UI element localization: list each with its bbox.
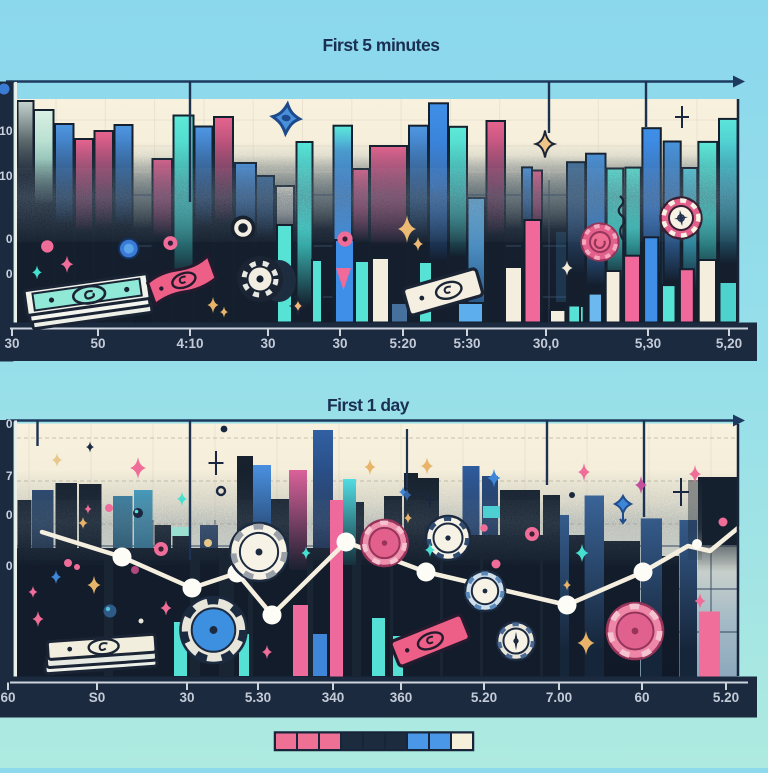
- svg-text:30: 30: [4, 336, 19, 351]
- svg-text:5.20: 5.20: [471, 690, 497, 705]
- svg-text:340: 340: [322, 690, 345, 705]
- svg-text:First 5 minutes: First 5 minutes: [323, 35, 441, 55]
- svg-text:0: 0: [6, 559, 13, 573]
- svg-text:5,20: 5,20: [716, 336, 742, 351]
- svg-text:0: 0: [6, 232, 13, 246]
- svg-text:First 1 day: First 1 day: [327, 395, 410, 415]
- svg-text:60: 60: [634, 690, 649, 705]
- svg-text:5:30: 5:30: [453, 336, 480, 351]
- svg-text:50: 50: [90, 336, 105, 351]
- svg-text:30,0: 30,0: [533, 336, 559, 351]
- svg-text:0: 0: [6, 267, 13, 281]
- svg-text:5,30: 5,30: [635, 336, 661, 351]
- svg-text:4:10: 4:10: [176, 336, 203, 351]
- svg-text:5:20: 5:20: [389, 336, 416, 351]
- svg-text:5.20: 5.20: [713, 690, 739, 705]
- svg-text:0: 0: [6, 508, 13, 522]
- svg-text:S0: S0: [89, 690, 106, 705]
- svg-text:60: 60: [0, 690, 15, 705]
- svg-text:0: 0: [6, 417, 13, 431]
- svg-text:360: 360: [390, 690, 413, 705]
- svg-text:10: 10: [0, 169, 13, 183]
- svg-text:7: 7: [6, 469, 13, 483]
- svg-text:30: 30: [179, 690, 194, 705]
- svg-text:30: 30: [332, 336, 347, 351]
- svg-text:5.30: 5.30: [245, 690, 271, 705]
- svg-text:10: 10: [0, 124, 13, 138]
- svg-text:7.00: 7.00: [546, 690, 572, 705]
- svg-text:30: 30: [260, 336, 275, 351]
